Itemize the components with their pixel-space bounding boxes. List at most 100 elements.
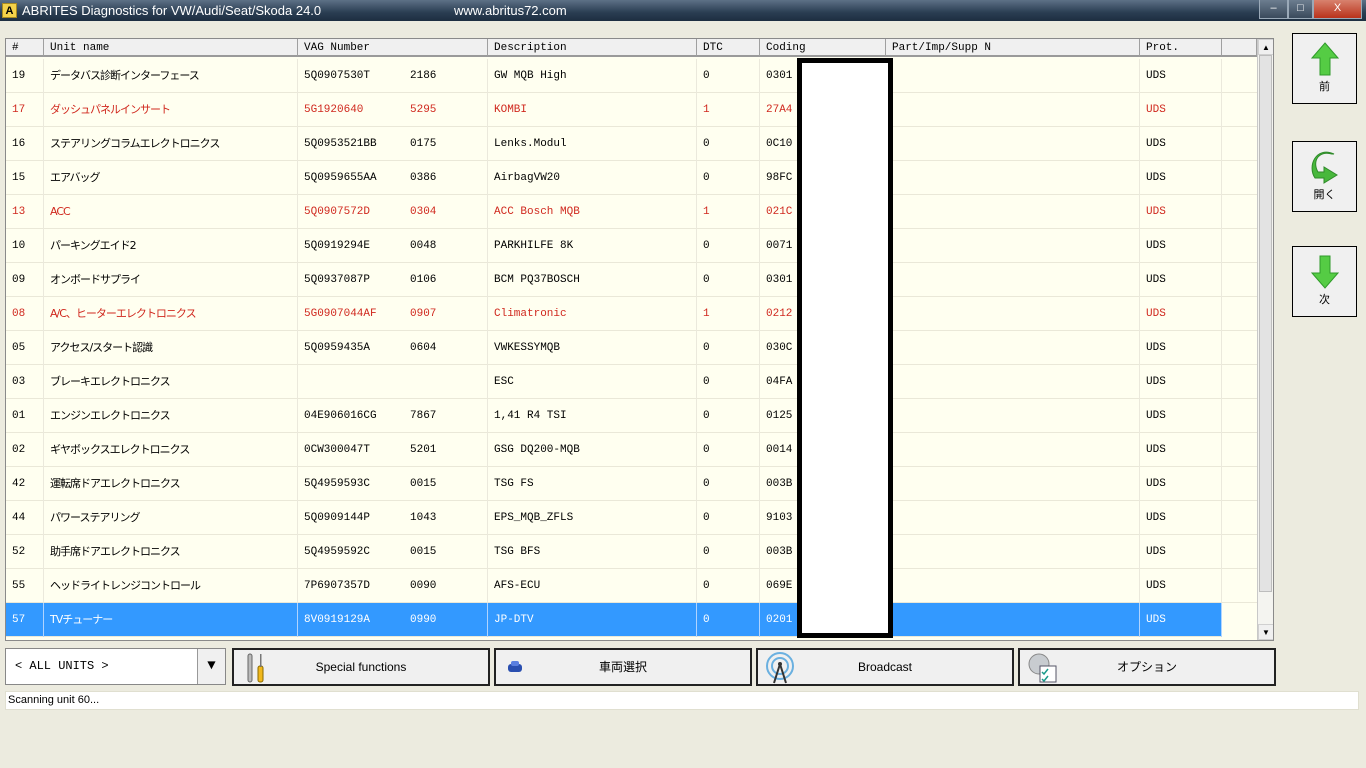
cell-vag: 5Q0959655AA xyxy=(304,172,377,184)
cell-num: 19 xyxy=(6,59,44,93)
table-row[interactable]: 15 エアバッグ 5Q0959655AA 0386 AirbagVW20 0 98FC UDS xyxy=(6,161,1257,195)
scroll-up-icon[interactable]: ▲ xyxy=(1258,39,1273,55)
cell-part xyxy=(886,501,1140,535)
cell-desc: JP-DTV xyxy=(488,603,697,637)
cell-part xyxy=(886,569,1140,603)
cell-dtc: 0 xyxy=(697,127,760,161)
cell-prot: UDS xyxy=(1140,59,1222,93)
cell-part xyxy=(886,603,1140,637)
cell-desc: KOMBI xyxy=(488,93,697,127)
cell-num: 17 xyxy=(6,93,44,127)
table-row[interactable]: 42 運転席ドアエレクトロニクス 5Q4959593C 0015 TSG FS 0 003B… xyxy=(6,467,1257,501)
column-header[interactable]: Unit name xyxy=(44,39,298,57)
cell-desc: TSG BFS xyxy=(488,535,697,569)
maximize-button[interactable]: □ xyxy=(1288,0,1313,19)
cell-name: パーキングエイド2 xyxy=(44,229,298,263)
column-header[interactable]: Part/Imp/Supp N xyxy=(886,39,1140,57)
cell-desc: PARKHILFE 8K xyxy=(488,229,697,263)
special-functions-button[interactable]: Special functions xyxy=(232,648,490,686)
cell-part xyxy=(886,59,1140,93)
table-row[interactable]: 03 ブレーキエレクトロニクス ESC 0 04FA UDS xyxy=(6,365,1257,399)
cell-name: アクセス/スタート認識 xyxy=(44,331,298,365)
cell-part xyxy=(886,433,1140,467)
broadcast-label: Broadcast xyxy=(857,660,913,674)
column-header[interactable]: DTC xyxy=(697,39,760,57)
cell-part xyxy=(886,399,1140,433)
cell-vag: 5Q0907572D xyxy=(304,206,371,218)
scroll-down-icon[interactable]: ▼ xyxy=(1258,624,1273,640)
cell-prot: UDS xyxy=(1140,229,1222,263)
cell-prot: UDS xyxy=(1140,161,1222,195)
cell-name: ブレーキエレクトロニクス xyxy=(44,365,298,399)
cell-desc: ACC Bosch MQB xyxy=(488,195,697,229)
cell-part xyxy=(886,365,1140,399)
cell-name: ACC xyxy=(44,195,298,229)
broadcast-button[interactable]: Broadcast xyxy=(756,648,1014,686)
cell-part xyxy=(886,331,1140,365)
cell-desc: AFS-ECU xyxy=(488,569,697,603)
table-row[interactable]: 52 助手席ドアエレクトロニクス 5Q4959592C 0015 TSG BFS 0 003… xyxy=(6,535,1257,569)
table-row[interactable]: 44 パワーステアリング 5Q0909144P 1043 EPS_MQB_ZFLS 0 91… xyxy=(6,501,1257,535)
vertical-scrollbar[interactable]: ▲ ▼ xyxy=(1257,39,1273,640)
table-row[interactable]: 08 A/C、ヒーターエレクトロニクス 5G0907044AF 0907 Climatr… xyxy=(6,297,1257,331)
cell-vag: 5Q0907530T xyxy=(304,70,371,82)
cell-num: 05 xyxy=(6,331,44,365)
cell-num: 10 xyxy=(6,229,44,263)
table-row[interactable]: 01 エンジンエレクトロニクス 04E906016CG 7867 1,41 R4 TSI… xyxy=(6,399,1257,433)
table-row[interactable]: 13 ACC 5Q0907572D 0304 ACC Bosch MQB 1 021C UDS xyxy=(6,195,1257,229)
column-header[interactable]: Description xyxy=(488,39,697,57)
options-button[interactable]: オプション xyxy=(1018,648,1276,686)
table-row[interactable]: 09 オンボードサプライ 5Q0937087P 0106 BCM PQ37BOSCH 0 0… xyxy=(6,263,1257,297)
scroll-thumb[interactable] xyxy=(1259,55,1272,592)
cell-name: ダッシュパネルインサート xyxy=(44,93,298,127)
cell-name: 助手席ドアエレクトロニクス xyxy=(44,535,298,569)
chevron-down-icon[interactable]: ▼ xyxy=(197,649,225,684)
cell-name: データバス診断インターフェース xyxy=(44,59,298,93)
cell-prot: UDS xyxy=(1140,603,1222,637)
table-row[interactable]: 55 ヘッドライトレンジコントロール 7P6907357D 0090 AFS-ECU 0 0… xyxy=(6,569,1257,603)
cell-dtc: 0 xyxy=(697,535,760,569)
table-row[interactable]: 10 パーキングエイド2 5Q0919294E 0048 PARKHILFE 8K 0 00… xyxy=(6,229,1257,263)
table-row[interactable]: 02 ギヤボックスエレクトロニクス 0CW300047T 5201 GSG DQ200-… xyxy=(6,433,1257,467)
column-header[interactable]: Prot. xyxy=(1140,39,1222,57)
cell-part xyxy=(886,297,1140,331)
table-row[interactable]: 19 データバス診断インターフェース 5Q0907530T 2186 GW MQB Hi… xyxy=(6,59,1257,93)
table-row[interactable]: 05 アクセス/スタート認識 5Q0959435A 0604 VWKESSYMQB 0 03… xyxy=(6,331,1257,365)
column-header[interactable]: # xyxy=(6,39,44,57)
table-row[interactable]: 16 ステアリングコラムエレクトロニクス 5Q0953521BB 0175 Lenks.… xyxy=(6,127,1257,161)
curved-arrow-icon xyxy=(1311,151,1338,184)
cell-prot: UDS xyxy=(1140,331,1222,365)
next-button[interactable]: 次 xyxy=(1292,246,1357,317)
close-button[interactable]: X xyxy=(1313,0,1362,19)
table-row[interactable]: 17 ダッシュパネルインサート 5G1920640 5295 KOMBI 1 27A4 UDS xyxy=(6,93,1257,127)
cell-prot: UDS xyxy=(1140,93,1222,127)
cell-desc: BCM PQ37BOSCH xyxy=(488,263,697,297)
column-header[interactable]: Coding xyxy=(760,39,886,57)
cell-num: 52 xyxy=(6,535,44,569)
cell-prot: UDS xyxy=(1140,365,1222,399)
cell-desc: ESC xyxy=(488,365,697,399)
prev-button[interactable]: 前 xyxy=(1292,33,1357,104)
vehicle-select-button[interactable]: 車両選択 xyxy=(494,648,752,686)
cell-prot: UDS xyxy=(1140,297,1222,331)
open-button[interactable]: 開く xyxy=(1292,141,1357,212)
cell-sw: 0048 xyxy=(404,229,488,263)
units-table: # Unit name VAG Number Description DTC Coding… xyxy=(5,38,1274,641)
cell-part xyxy=(886,127,1140,161)
cell-sw: 5295 xyxy=(404,93,488,127)
minimize-button[interactable]: – xyxy=(1259,0,1288,19)
next-label: 次 xyxy=(1319,293,1330,306)
unit-filter-dropdown[interactable]: < ALL UNITS > ▼ xyxy=(5,648,226,685)
cell-prot: UDS xyxy=(1140,433,1222,467)
cell-sw: 0175 xyxy=(404,127,488,161)
prev-label: 前 xyxy=(1319,80,1330,93)
cell-prot: UDS xyxy=(1140,467,1222,501)
cell-part xyxy=(886,263,1140,297)
column-header[interactable]: VAG Number xyxy=(298,39,488,57)
cell-vag: 5Q0953521BB xyxy=(304,138,377,150)
car-icon xyxy=(508,661,522,672)
cell-name: ステアリングコラムエレクトロニクス xyxy=(44,127,298,161)
unit-filter-value: < ALL UNITS > xyxy=(15,659,109,673)
cell-num: 44 xyxy=(6,501,44,535)
table-row[interactable]: 57 TVチューナー 8V0919129A 0990 JP-DTV 0 0201 UDS xyxy=(6,603,1222,637)
